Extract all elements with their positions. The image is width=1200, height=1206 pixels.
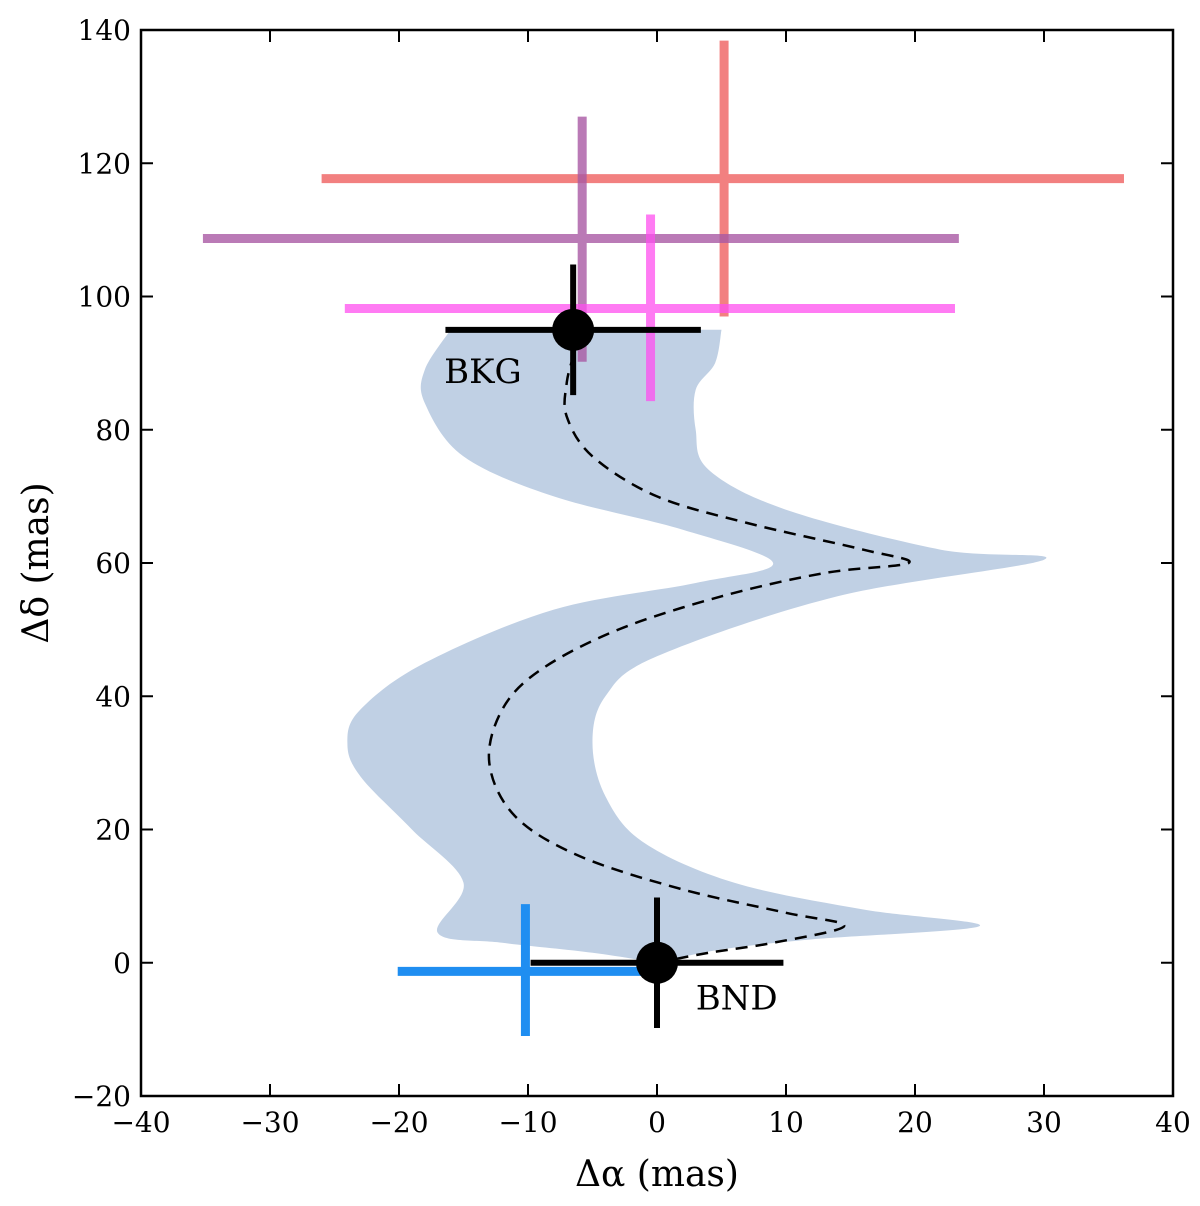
x-tick-label: 20 <box>897 1106 933 1139</box>
y-tick-label: 60 <box>95 547 131 580</box>
y-tick-label: 40 <box>95 680 131 713</box>
orbit-track-line <box>487 356 911 965</box>
y-tick-label: 140 <box>78 14 131 47</box>
orbit-track-layer <box>487 356 911 965</box>
marker-bnd-label: BND <box>696 978 778 1018</box>
y-tick-label: 120 <box>78 147 131 180</box>
x-tick-label: 30 <box>1026 1106 1062 1139</box>
x-tick-label: 10 <box>768 1106 804 1139</box>
x-tick-label: −20 <box>369 1106 428 1139</box>
x-tick-label: 0 <box>648 1106 666 1139</box>
marker-layer: BKG BND <box>444 264 784 1029</box>
marker-bkg-label: BKG <box>444 352 522 392</box>
error-cross-4 <box>397 904 655 1037</box>
y-axis-ticks: −20 0 20 40 60 80 100 120 140 <box>72 14 1173 1113</box>
marker-bkg-point <box>552 308 595 351</box>
error-cross-1 <box>321 40 1124 317</box>
x-tick-label: −10 <box>498 1106 557 1139</box>
marker-bnd: BND <box>530 897 784 1029</box>
marker-bkg: BKG <box>444 264 701 396</box>
y-tick-label: 80 <box>95 414 131 447</box>
x-axis-title: Δα (mas) <box>575 1154 739 1195</box>
y-axis-title: Δδ (mas) <box>16 482 57 643</box>
x-tick-label: 40 <box>1155 1106 1191 1139</box>
y-tick-label: 20 <box>95 814 131 847</box>
y-tick-label: 100 <box>78 281 131 314</box>
orbit-band <box>347 329 1047 963</box>
x-axis-ticks: −40 −30 −20 −10 0 10 20 30 40 <box>111 30 1191 1139</box>
orbit-band-layer <box>347 329 1047 963</box>
x-tick-label: −40 <box>111 1106 170 1139</box>
error-cross-3 <box>344 214 955 402</box>
x-tick-label: −30 <box>240 1106 299 1139</box>
y-tick-label: −20 <box>72 1080 131 1113</box>
y-tick-label: 0 <box>113 947 131 980</box>
error-cross-layer <box>202 40 1124 1037</box>
marker-bnd-point <box>636 941 678 984</box>
